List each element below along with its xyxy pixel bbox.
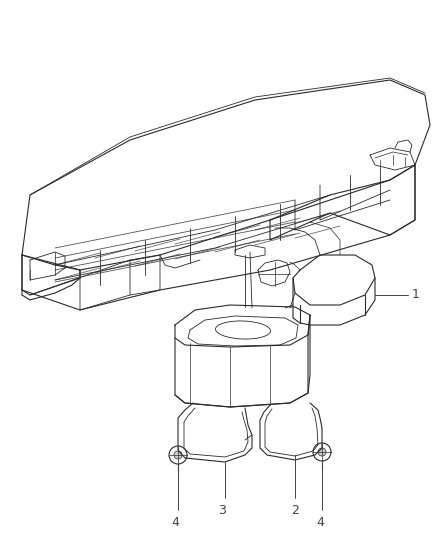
Circle shape — [317, 448, 325, 456]
Text: 1: 1 — [411, 288, 419, 302]
Text: 4: 4 — [171, 516, 179, 529]
Text: 2: 2 — [290, 504, 298, 517]
Text: 4: 4 — [315, 516, 323, 529]
Text: 3: 3 — [218, 504, 226, 517]
Circle shape — [173, 451, 182, 459]
